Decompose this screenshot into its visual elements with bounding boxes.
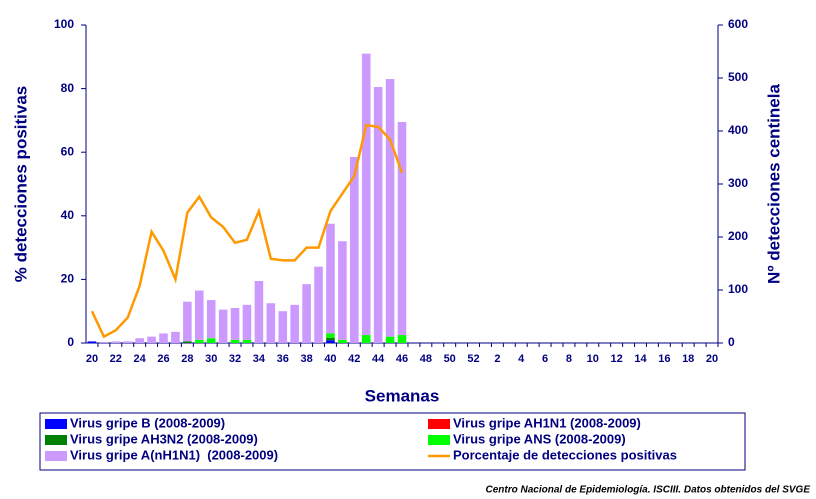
bar [326,333,335,338]
bar [361,53,371,336]
bar [361,335,371,343]
legend-label: Virus gripe AH3N2 (2008-2009) [70,431,258,446]
y-tick-label: 80 [61,81,75,95]
x-tick-label: 36 [277,353,289,365]
bar [111,341,121,343]
x-tick-label: 32 [229,353,241,365]
source: Centro Nacional de Epidemiología. ISCIII… [486,485,811,496]
bar [242,304,252,340]
bar [218,309,228,343]
x-tick-label: 28 [181,353,193,365]
bar [350,156,359,343]
legend-label: Virus gripe B (2008-2009) [70,415,225,430]
x-axis-title: Semanas [365,386,440,405]
legend-swatch [45,451,67,461]
x-tick-label: 48 [420,353,432,365]
bar [183,301,192,342]
y2-tick-label: 300 [728,176,748,190]
y2-tick-label: 100 [728,282,748,296]
x-tick-label: 42 [348,353,360,365]
legend-swatch [428,419,450,429]
legend-swatch [45,435,67,445]
y2-tick-label: 200 [728,229,748,243]
bar [326,337,335,341]
x-tick-label: 6 [542,353,548,365]
bar [206,300,216,339]
bar [123,341,133,343]
x-tick-label: 26 [157,353,169,365]
legend-box [39,412,746,471]
x-tick-label: 8 [566,353,572,365]
x-tick-label: 22 [110,353,122,365]
y2-tick-label: 0 [728,335,735,349]
bar [254,280,264,343]
bar [385,336,395,343]
bar [266,303,276,343]
y-tick-label: 0 [67,335,74,349]
y-tick-label: 100 [54,17,74,31]
legend-swatch [45,419,67,429]
x-tick-label: 44 [372,353,385,365]
legend-swatch [428,435,450,445]
bar [338,339,347,343]
x-tick-label: 14 [634,353,647,365]
bar [194,339,204,343]
x-tick-label: 38 [300,353,312,365]
y2-tick-label: 400 [728,123,748,137]
x-tick-label: 16 [658,353,670,365]
y-tick-label: 60 [61,144,75,158]
legend-label: Virus gripe A(nH1N1) (2008-2009) [70,447,278,462]
legend-label: Virus gripe AH1N1 (2008-2009) [453,415,641,430]
x-tick-label: 12 [611,353,623,365]
bar [326,340,335,343]
x-tick-label: 18 [682,353,694,365]
x-tick-label: 20 [706,353,718,365]
x-tick-label: 10 [587,353,599,365]
y2-axis-title: Nº detecciones centinela [764,84,783,284]
bar [194,290,204,340]
bar [230,339,240,343]
y2-tick-label: 500 [728,70,748,84]
bar [147,336,156,343]
bar [326,223,335,334]
x-tick-label: 30 [205,353,217,365]
bar [242,339,252,343]
bar [338,241,347,340]
x-tick-label: 20 [86,353,98,365]
y-tick-label: 40 [61,208,75,222]
x-tick-label: 52 [467,353,479,365]
bar [397,121,407,336]
bar [99,341,109,343]
bar [397,335,407,343]
y-axis-title: % detecciones positivas [11,86,30,283]
y-tick-label: 20 [61,272,75,286]
bar [278,311,288,343]
bar [385,79,395,337]
bar [302,284,311,343]
bar [290,304,299,343]
y2-tick-label: 600 [728,17,748,31]
legend-label: Virus gripe ANS (2008-2009) [453,431,626,446]
x-tick-label: 34 [253,353,266,365]
x-tick-label: 50 [444,353,456,365]
line [90,123,404,339]
bar [171,331,180,343]
x-tick-label: 2 [494,353,500,365]
x-tick-label: 24 [134,353,147,365]
x-tick-label: 40 [324,353,336,365]
bar [373,87,383,343]
bar [206,338,216,343]
bar [159,333,168,343]
bar [87,341,97,343]
legend-label: Porcentaje de detecciones positivas [453,447,677,462]
bar [183,341,192,343]
x-tick-label: 46 [396,353,408,365]
bar [314,266,323,343]
bar [135,338,144,343]
x-tick-label: 4 [518,353,525,365]
bar [230,308,240,340]
